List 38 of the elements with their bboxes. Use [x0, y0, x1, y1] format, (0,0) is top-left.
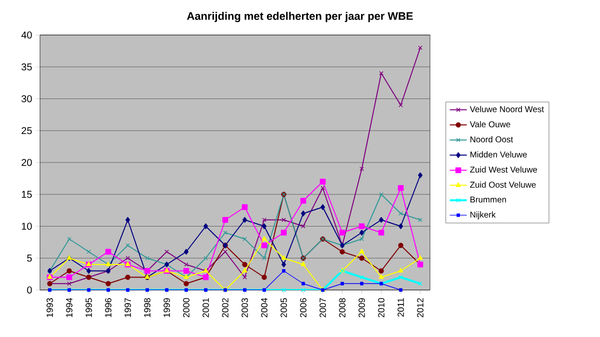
x-tick-label: 2005 — [280, 298, 287, 318]
legend-label: Zuid West Veluwe — [470, 166, 538, 173]
x-tick-label: 1994 — [66, 298, 72, 318]
legend-label: Midden Veluwe — [470, 151, 527, 158]
y-tick-label: 25 — [22, 127, 32, 134]
x-tick-label: 2012 — [417, 298, 424, 318]
legend-label: Noord Oost — [470, 136, 514, 142]
x-tick-label: 2004 — [261, 298, 268, 318]
legend-label: Zuid Oost Veluwe — [470, 181, 536, 188]
y-tick-label: 35 — [22, 63, 32, 70]
x-tick-label: 2010 — [378, 298, 384, 318]
x-tick-label: 1995 — [86, 298, 92, 318]
y-tick-label: 5 — [27, 254, 32, 262]
x-tick-label: 1999 — [164, 298, 170, 318]
y-tick-label: 15 — [22, 190, 32, 198]
x-tick-label: 2009 — [358, 298, 365, 318]
x-tick-label: 2008 — [339, 298, 346, 318]
x-tick-label: 2002 — [222, 298, 228, 318]
y-tick-label: 10 — [22, 222, 32, 230]
y-tick-label: 30 — [22, 95, 32, 102]
legend-label: Brummen — [470, 196, 506, 202]
legend-label: Nijkerk — [470, 211, 496, 220]
chart-title: Aanrijding met edelherten per jaar per WBE — [187, 12, 413, 22]
x-tick-label: 2007 — [320, 298, 326, 318]
x-tick-label: 1993 — [46, 298, 53, 318]
y-tick-label: 20 — [22, 158, 32, 166]
x-tick-label: 2001 — [202, 298, 209, 318]
legend-label: Vale Ouwe — [470, 121, 510, 128]
legend-label: Veluwe Noord West — [470, 106, 544, 112]
x-tick-label: 2006 — [300, 298, 306, 318]
y-tick-label: 40 — [21, 31, 32, 39]
x-tick-label: 1996 — [105, 298, 112, 318]
x-tick-label: 1998 — [144, 298, 150, 318]
x-tick-label: 2011 — [398, 298, 404, 317]
y-tick-label: 0 — [27, 286, 32, 294]
x-tick-label: 1997 — [124, 298, 131, 318]
x-tick-label: 2000 — [183, 298, 190, 318]
x-tick-label: 2003 — [242, 298, 248, 318]
